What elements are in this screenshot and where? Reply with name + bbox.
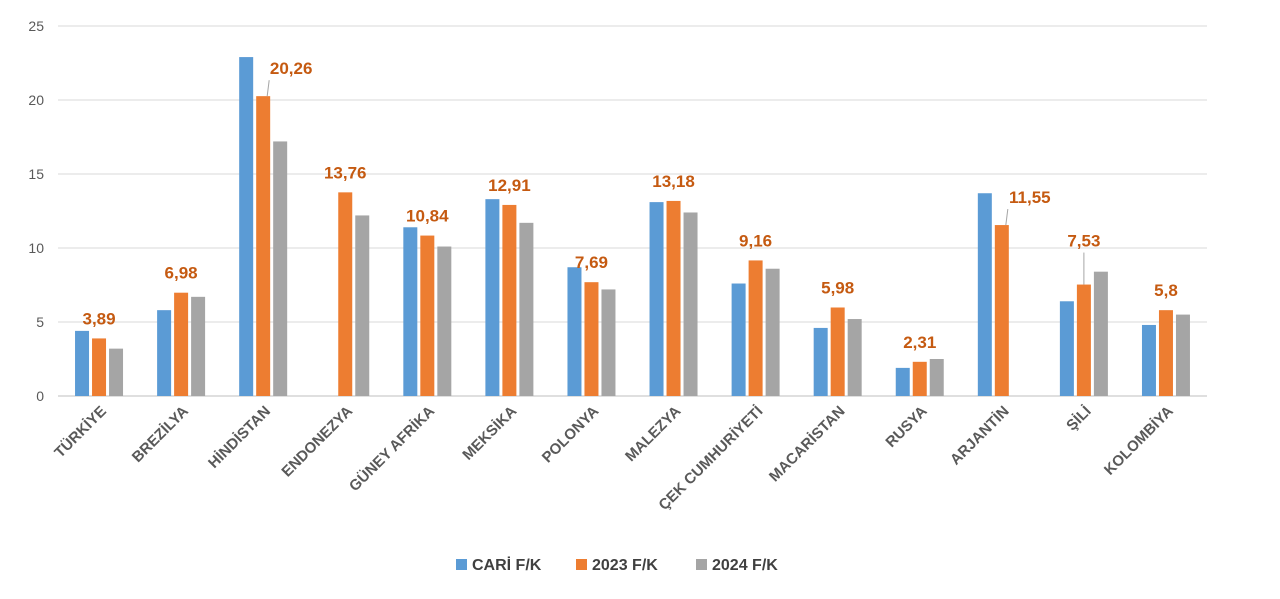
bar-2024-f-k-endonezya xyxy=(355,215,370,396)
bar-2024-f-k-siilii xyxy=(1093,271,1108,396)
legend-item: 2023 F/K xyxy=(576,557,658,574)
bars xyxy=(75,57,1190,396)
data-label: 5,8 xyxy=(1154,281,1178,300)
bar-2024-f-k-hiindiistan xyxy=(273,141,288,396)
x-tick-label: MALEZYA xyxy=(622,403,684,465)
bar-2023-f-k-endonezya xyxy=(338,192,353,396)
bar-carii-f-k-turkiiye xyxy=(75,330,90,396)
bar-2024-f-k-turkiiye xyxy=(109,348,124,396)
y-tick-label: 0 xyxy=(36,388,44,404)
bar-carii-f-k-rusya xyxy=(895,367,910,396)
data-label: 2,31 xyxy=(903,333,936,352)
bar-carii-f-k-meksiika xyxy=(485,199,500,396)
x-tick-label: RUSYA xyxy=(882,403,930,451)
bar-2023-f-k-breziilya xyxy=(174,292,189,396)
bar-2023-f-k-macariistan xyxy=(830,307,845,396)
bar-2023-f-k-arjantiin xyxy=(994,225,1009,396)
legend-swatch xyxy=(456,559,467,570)
data-label: 7,53 xyxy=(1067,232,1100,251)
legend-label: 2024 F/K xyxy=(712,557,778,574)
x-tick-label: POLONYA xyxy=(539,403,603,467)
y-tick-label: 25 xyxy=(28,18,44,34)
data-label: 12,91 xyxy=(488,176,531,195)
legend-item: CARİ F/K xyxy=(456,556,542,574)
legend-swatch xyxy=(696,559,707,570)
bar-2023-f-k-kolombiiya xyxy=(1158,310,1173,396)
bar-2023-f-k-turkiiye xyxy=(92,338,107,396)
data-label: 20,26 xyxy=(270,59,313,78)
data-label-leader xyxy=(1005,208,1009,226)
legend-item: 2024 F/K xyxy=(696,557,778,574)
data-label: 5,98 xyxy=(821,278,854,297)
bar-carii-f-k-malezya xyxy=(649,202,664,396)
data-label-leader xyxy=(266,80,270,97)
bar-carii-f-k-macariistan xyxy=(813,327,828,396)
bar-2024-f-k-kolombiiya xyxy=(1175,314,1190,396)
bar-carii-f-k-kolombiiya xyxy=(1141,324,1156,396)
data-label: 7,69 xyxy=(575,253,608,272)
bar-2023-f-k-polonya xyxy=(584,282,599,396)
bar-2024-f-k-polonya xyxy=(601,289,616,396)
legend-label: CARİ F/K xyxy=(472,556,542,574)
y-tick-label: 5 xyxy=(36,314,44,330)
data-label: 3,89 xyxy=(82,309,115,328)
bar-2024-f-k-breziilya xyxy=(191,296,206,396)
bar-2024-f-k-malezya xyxy=(683,212,698,396)
data-label: 9,16 xyxy=(739,231,772,250)
x-tick-label: MEKSİKA xyxy=(459,403,520,464)
bar-carii-f-k-cek-cumhuriiyetii xyxy=(731,283,746,396)
x-tick-label: TÜRKİYE xyxy=(51,403,110,462)
bar-2023-f-k-guney-afriika xyxy=(420,235,435,396)
bar-2024-f-k-guney-afriika xyxy=(437,246,452,396)
bar-carii-f-k-breziilya xyxy=(157,310,172,396)
y-tick-label: 20 xyxy=(28,92,44,108)
x-tick-label: MACARİSTAN xyxy=(766,403,849,486)
bar-2024-f-k-cek-cumhuriiyetii xyxy=(765,268,780,396)
bar-2024-f-k-macariistan xyxy=(847,319,862,396)
gridlines xyxy=(58,25,1207,397)
bar-2023-f-k-malezya xyxy=(666,200,681,396)
legend-label: 2023 F/K xyxy=(592,557,658,574)
data-label: 13,76 xyxy=(324,163,367,182)
x-tick-label: ARJANTİN xyxy=(947,403,1013,469)
bar-2023-f-k-meksiika xyxy=(502,204,517,396)
legend: CARİ F/K 2023 F/K 2024 F/K xyxy=(456,556,778,574)
x-tick-label: BREZİLYA xyxy=(129,403,192,466)
data-label: 13,18 xyxy=(652,172,695,191)
data-label: 6,98 xyxy=(165,264,198,283)
y-axis: 0 5 10 15 20 25 xyxy=(28,18,44,404)
x-tick-label: KOLOMBİYA xyxy=(1101,403,1177,479)
bar-carii-f-k-siilii xyxy=(1059,301,1074,396)
legend-swatch xyxy=(576,559,587,570)
x-tick-label: ENDONEZYA xyxy=(278,403,356,481)
bar-2024-f-k-meksiika xyxy=(519,222,534,396)
x-tick-label: HİNDİSTAN xyxy=(205,403,274,472)
bar-2023-f-k-siilii xyxy=(1076,284,1091,396)
data-label: 10,84 xyxy=(406,207,449,226)
x-tick-label: ŞİLİ xyxy=(1063,403,1094,434)
y-tick-label: 15 xyxy=(28,166,44,182)
y-tick-label: 10 xyxy=(28,240,44,256)
bar-carii-f-k-guney-afriika xyxy=(403,227,418,396)
data-labels: 3,89 6,98 20,26 13,76 10,84 12,91 7,69 13,18 9,1… xyxy=(82,59,1177,352)
bar-2023-f-k-cek-cumhuriiyetii xyxy=(748,260,763,396)
bar-carii-f-k-hiindiistan xyxy=(239,57,254,396)
x-tick-label: GÜNEY AFRİKA xyxy=(346,403,438,495)
bar-2023-f-k-hiindiistan xyxy=(256,96,271,396)
bar-2024-f-k-rusya xyxy=(929,359,944,396)
data-label: 11,55 xyxy=(1009,188,1051,207)
bar-carii-f-k-arjantiin xyxy=(977,193,992,396)
bar-carii-f-k-polonya xyxy=(567,267,582,396)
bar-2023-f-k-rusya xyxy=(912,361,927,396)
